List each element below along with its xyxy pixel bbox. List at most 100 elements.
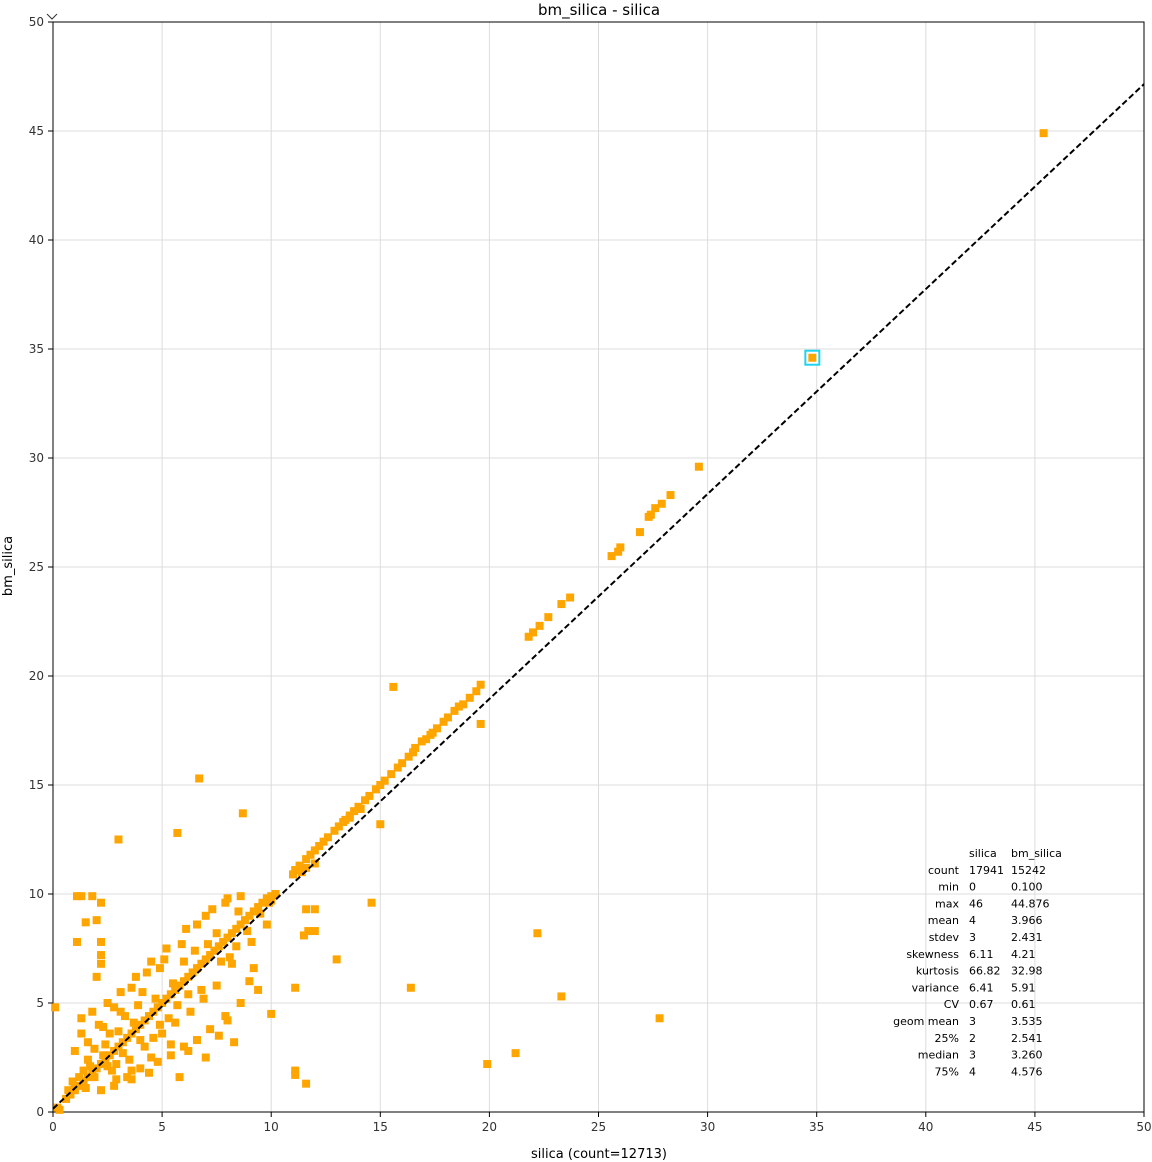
data-point <box>214 1031 223 1040</box>
data-point <box>254 903 263 912</box>
stats-row-label: max <box>935 897 959 910</box>
data-point <box>304 927 313 936</box>
data-point <box>94 1020 103 1029</box>
data-point <box>315 842 324 851</box>
data-point <box>249 964 258 973</box>
data-point <box>127 983 136 992</box>
data-point <box>439 717 448 726</box>
data-point <box>302 905 311 914</box>
data-point <box>179 957 188 966</box>
data-point <box>262 920 271 929</box>
data-point <box>62 1094 71 1103</box>
data-point <box>99 1051 108 1060</box>
data-point <box>655 1014 664 1023</box>
data-point <box>179 977 188 986</box>
data-point <box>267 1009 276 1018</box>
data-point <box>175 1073 184 1082</box>
data-point <box>350 807 359 816</box>
data-point <box>75 1081 84 1090</box>
data-point <box>389 682 398 691</box>
data-point <box>254 985 263 994</box>
data-point <box>426 730 435 739</box>
data-point <box>173 828 182 837</box>
chevron-down-icon[interactable] <box>46 13 58 20</box>
data-point <box>101 1040 110 1049</box>
data-point <box>376 820 385 829</box>
data-point <box>131 972 140 981</box>
data-point <box>107 1066 116 1075</box>
data-point <box>112 1075 121 1084</box>
data-point <box>131 1025 140 1034</box>
data-point <box>221 1012 230 1021</box>
x-tick-label: 35 <box>809 1120 824 1134</box>
data-point <box>651 504 660 513</box>
data-point <box>404 752 413 761</box>
data-point <box>97 951 106 960</box>
data-point <box>557 992 566 1001</box>
data-point <box>210 946 219 955</box>
data-point <box>227 959 236 968</box>
data-point <box>367 898 376 907</box>
data-point <box>110 1003 119 1012</box>
x-tick-label: 25 <box>591 1120 606 1134</box>
data-point <box>411 743 420 752</box>
data-point <box>136 1036 145 1045</box>
data-point <box>86 1062 95 1071</box>
data-point <box>75 1073 84 1082</box>
data-point <box>184 990 193 999</box>
data-point <box>88 1007 97 1016</box>
stats-value-silica: 6.11 <box>969 948 994 961</box>
data-point <box>302 1079 311 1088</box>
data-point <box>230 1038 239 1047</box>
data-point <box>118 1038 127 1047</box>
data-point <box>51 1003 60 1012</box>
data-point <box>195 774 204 783</box>
y-tick-label: 45 <box>29 124 44 138</box>
data-point <box>66 1090 75 1099</box>
y-axis-label: bm_silica <box>1 536 16 596</box>
data-point <box>330 826 339 835</box>
data-point <box>116 1007 125 1016</box>
data-point <box>433 724 442 733</box>
x-tick-label: 40 <box>918 1120 933 1134</box>
data-point <box>206 951 215 960</box>
stats-value-bm-silica: 5.91 <box>1011 981 1036 994</box>
data-point <box>387 770 396 779</box>
stats-column-header: bm_silica <box>1011 847 1062 860</box>
data-point <box>217 957 226 966</box>
data-point <box>566 593 575 602</box>
data-point <box>236 999 245 1007</box>
data-point <box>245 911 254 920</box>
selected-point[interactable] <box>804 349 821 366</box>
data-point <box>310 859 319 868</box>
data-point <box>81 918 90 927</box>
stats-row-label: CV <box>944 998 960 1011</box>
data-point <box>153 1057 162 1066</box>
data-point <box>99 1022 108 1031</box>
data-point <box>212 929 221 938</box>
data-point <box>177 940 186 949</box>
data-point <box>223 894 232 903</box>
data-point <box>212 981 221 990</box>
data-point <box>302 855 311 864</box>
data-point <box>182 924 191 933</box>
data-point <box>533 929 542 938</box>
data-point <box>125 1055 134 1064</box>
stats-value-silica: 3 <box>969 1015 976 1028</box>
data-point <box>83 1038 92 1047</box>
data-point <box>472 687 481 696</box>
data-point <box>339 818 348 827</box>
data-point <box>158 1029 167 1038</box>
y-tick-label: 50 <box>29 15 44 29</box>
data-point <box>310 927 319 936</box>
data-point <box>186 1007 195 1016</box>
data-point <box>310 846 319 855</box>
data-point <box>332 955 341 964</box>
data-point <box>114 1027 123 1036</box>
y-tick-label: 35 <box>29 342 44 356</box>
x-tick-label: 15 <box>373 1120 388 1134</box>
data-point <box>476 680 485 689</box>
data-point <box>310 905 319 914</box>
data-point <box>299 931 308 940</box>
